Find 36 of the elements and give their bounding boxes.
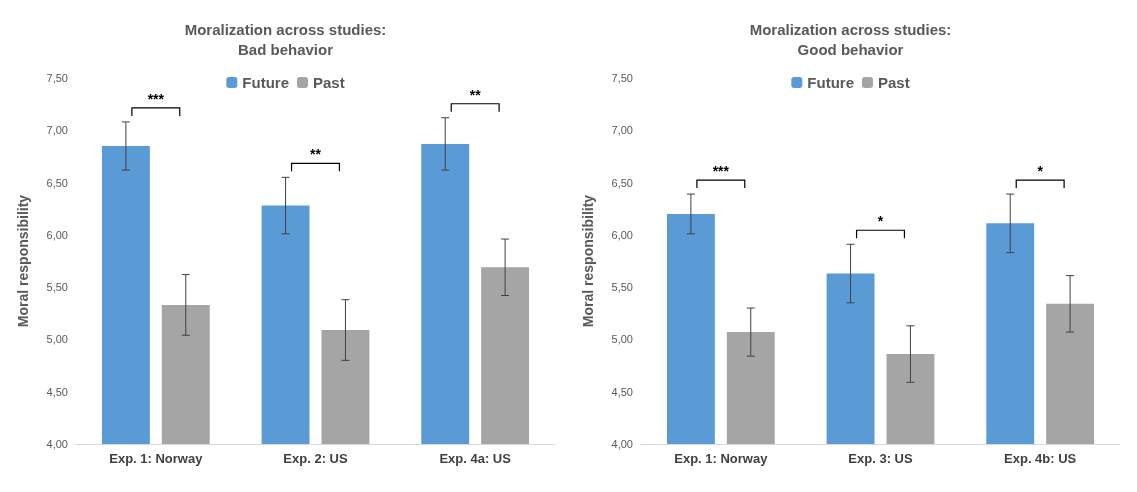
annotation: * (1037, 163, 1044, 180)
y-tick-label: 4,00 (611, 438, 633, 450)
legend-label: Past (877, 74, 910, 91)
y-tick-label: 4,50 (611, 385, 633, 398)
x-tick-label: Exp. 1: Norway (674, 451, 769, 466)
y-tick-label: 7,50 (46, 72, 68, 84)
x-tick-label: Exp. 4a: US (439, 451, 512, 466)
annotation: *** (147, 90, 165, 107)
legend-label: Past (312, 74, 345, 91)
y-tick-label: 6,00 (46, 228, 68, 241)
y-axis-title: Moral responsibility (580, 194, 596, 328)
y-tick-label: 7,00 (611, 124, 633, 137)
chart-title: Moralization across studies: Bad behavior (184, 20, 387, 58)
y-tick-label: 6,50 (611, 176, 633, 189)
y-tick-label: 4,00 (46, 438, 68, 450)
x-tick-label: Exp. 1: Norway (109, 451, 204, 466)
y-tick-label: 4,50 (46, 385, 68, 398)
y-tick-label: 7,00 (46, 124, 68, 137)
annotation: ** (469, 86, 482, 103)
legend-label: Future (807, 74, 854, 91)
x-tick-label: Exp. 4b: US (1004, 451, 1077, 466)
x-tick-label: Exp. 2: US (283, 451, 348, 466)
y-tick-label: 5,50 (611, 281, 633, 294)
x-tick-label: Exp. 3: US (848, 451, 913, 466)
y-axis-title: Moral responsibility (15, 194, 31, 328)
y-tick-label: 5,00 (611, 333, 633, 346)
y-tick-label: 6,00 (611, 228, 633, 241)
annotation: * (877, 213, 884, 230)
y-tick-label: 7,50 (611, 72, 633, 84)
annotation: *** (712, 163, 730, 180)
annotation: ** (310, 146, 322, 163)
y-tick-label: 5,00 (46, 333, 68, 346)
chart-title: Moralization across studies: Good behavior (749, 20, 952, 58)
legend-label: Future (242, 74, 289, 91)
y-tick-label: 6,50 (46, 176, 68, 189)
y-tick-label: 5,50 (46, 281, 68, 294)
